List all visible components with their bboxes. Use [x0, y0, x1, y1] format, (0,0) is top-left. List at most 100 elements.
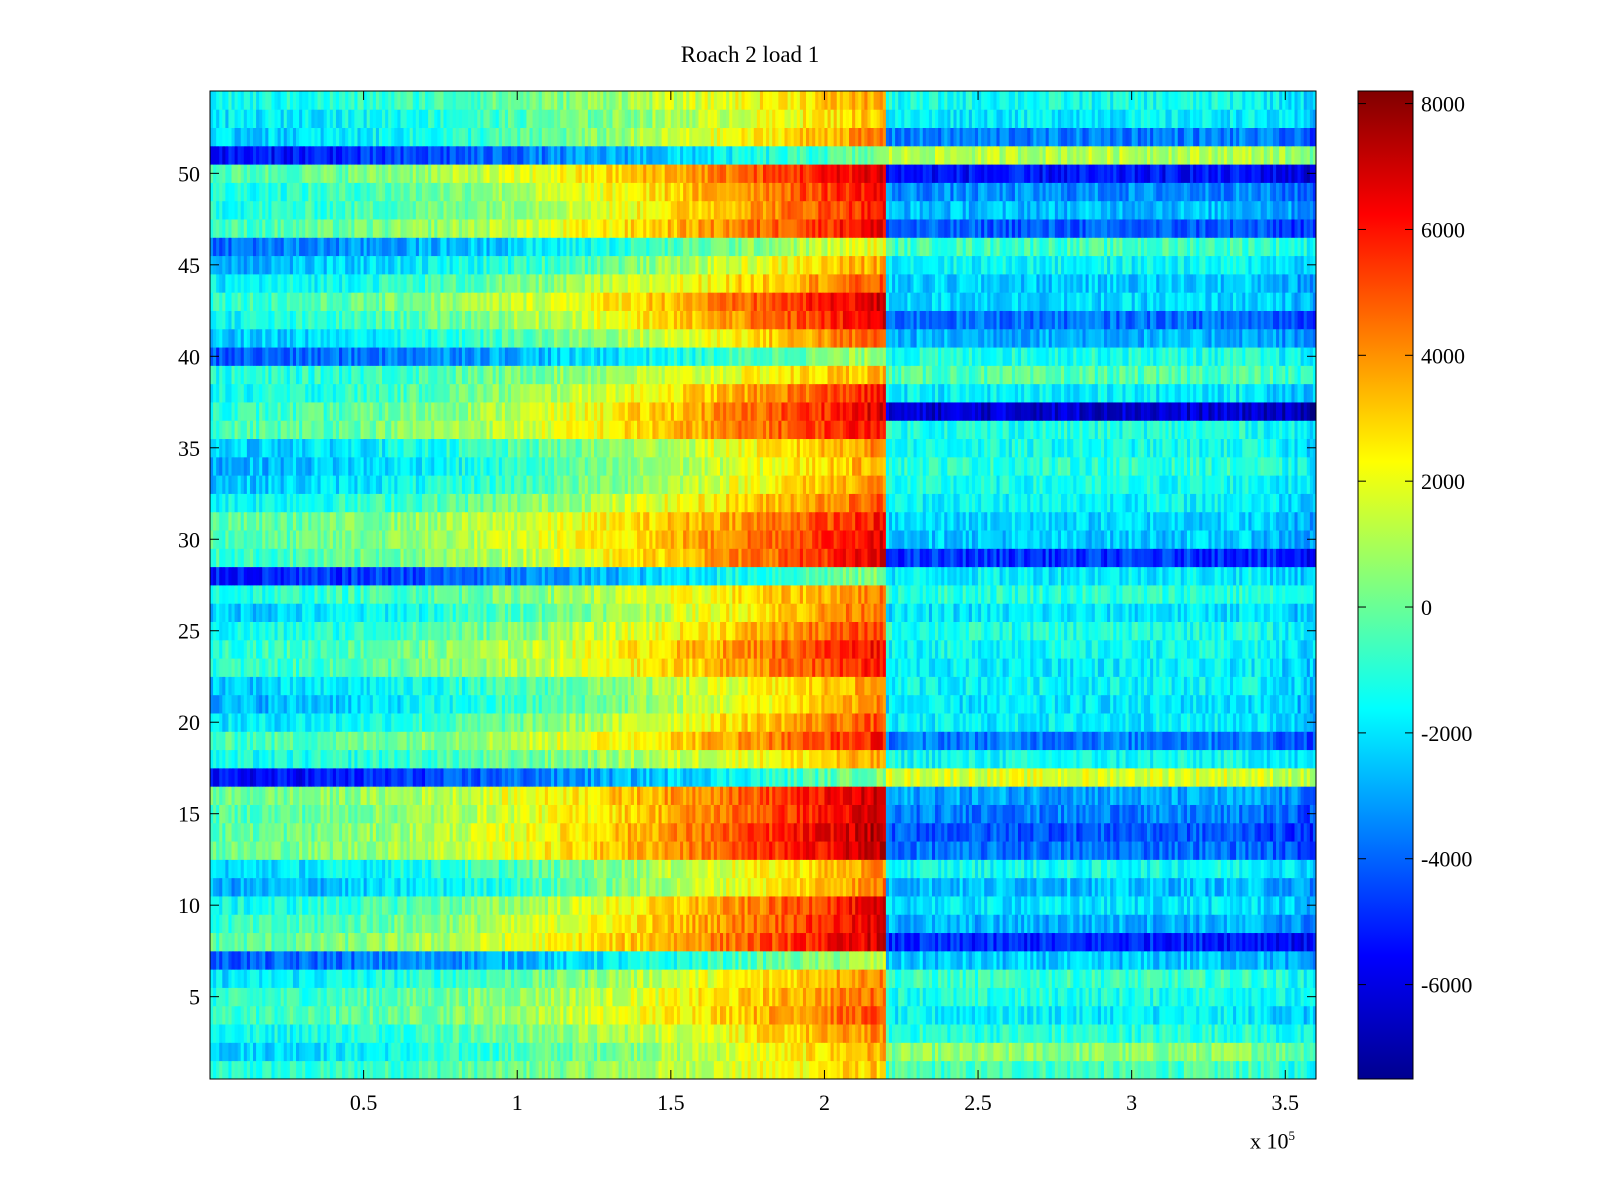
- heatmap-cell: [969, 914, 972, 933]
- heatmap-cell: [1070, 933, 1073, 952]
- heatmap-cell: [1006, 914, 1009, 933]
- heatmap-cell: [1261, 1024, 1264, 1043]
- heatmap-cell: [655, 859, 658, 878]
- heatmap-cell: [447, 988, 450, 1007]
- heatmap-cell: [1233, 1024, 1236, 1043]
- heatmap-cell: [453, 823, 456, 842]
- heatmap-cell: [474, 914, 477, 933]
- heatmap-cell: [560, 933, 563, 952]
- heatmap-cell: [935, 951, 938, 970]
- heatmap-cell: [1230, 1006, 1233, 1025]
- heatmap-cell: [376, 1042, 379, 1061]
- heatmap-cell: [253, 933, 256, 952]
- heatmap-cell: [966, 859, 969, 878]
- heatmap-cell: [508, 1006, 511, 1025]
- heatmap-cell: [333, 951, 336, 970]
- heatmap-cell: [1245, 1006, 1248, 1025]
- heatmap-cell: [1273, 1061, 1276, 1080]
- heatmap-cell: [794, 1006, 797, 1025]
- heatmap-cell: [941, 823, 944, 842]
- heatmap-cell: [990, 969, 993, 988]
- heatmap-cell: [874, 859, 877, 878]
- heatmap-cell: [941, 914, 944, 933]
- heatmap-cell: [702, 1024, 705, 1043]
- heatmap-cell: [1135, 933, 1138, 952]
- heatmap-cell: [800, 823, 803, 842]
- heatmap-cell: [493, 1006, 496, 1025]
- heatmap-cell: [1006, 1061, 1009, 1080]
- heatmap-cell: [778, 951, 781, 970]
- heatmap-cell: [271, 859, 274, 878]
- heatmap-cell: [385, 823, 388, 842]
- heatmap-cell: [275, 1024, 278, 1043]
- heatmap-cell: [520, 988, 523, 1007]
- heatmap-cell: [1015, 1006, 1018, 1025]
- heatmap-cell: [923, 859, 926, 878]
- heatmap-cell: [1110, 969, 1113, 988]
- heatmap-cell: [904, 878, 907, 897]
- heatmap-cell: [944, 1006, 947, 1025]
- heatmap-cell: [751, 1042, 754, 1061]
- heatmap-cell: [788, 914, 791, 933]
- heatmap-cell: [566, 859, 569, 878]
- heatmap-cell: [563, 878, 566, 897]
- heatmap-cell: [1015, 896, 1018, 915]
- heatmap-cell: [508, 914, 511, 933]
- heatmap-cell: [1033, 896, 1036, 915]
- heatmap-cell: [425, 823, 428, 842]
- heatmap-cell: [834, 1024, 837, 1043]
- heatmap-cell: [225, 1042, 228, 1061]
- heatmap-cell: [726, 1006, 729, 1025]
- heatmap-cell: [929, 933, 932, 952]
- heatmap-cell: [520, 969, 523, 988]
- heatmap-cell: [361, 988, 364, 1007]
- heatmap-cell: [766, 841, 769, 860]
- heatmap-cell: [314, 1006, 317, 1025]
- heatmap-cell: [1202, 933, 1205, 952]
- heatmap-cell: [281, 896, 284, 915]
- heatmap-cell: [723, 1061, 726, 1080]
- heatmap-cell: [585, 951, 588, 970]
- heatmap-cell: [1012, 969, 1015, 988]
- heatmap-cell: [354, 878, 357, 897]
- heatmap-cell: [1101, 988, 1104, 1007]
- heatmap-cell: [271, 1024, 274, 1043]
- heatmap-cell: [1215, 878, 1218, 897]
- heatmap-cell: [1196, 859, 1199, 878]
- heatmap-cell: [665, 914, 668, 933]
- heatmap-cell: [1304, 859, 1307, 878]
- heatmap-cell: [763, 859, 766, 878]
- heatmap-cell: [1291, 1006, 1294, 1025]
- heatmap-cell: [342, 1042, 345, 1061]
- heatmap-cell: [809, 823, 812, 842]
- heatmap-cell: [551, 823, 554, 842]
- heatmap-cell: [1169, 951, 1172, 970]
- heatmap-cell: [413, 841, 416, 860]
- heatmap-cell: [287, 951, 290, 970]
- heatmap-cell: [1083, 878, 1086, 897]
- heatmap-cell: [318, 896, 321, 915]
- heatmap-cell: [637, 859, 640, 878]
- heatmap-cell: [760, 878, 763, 897]
- heatmap-cell: [864, 1024, 867, 1043]
- heatmap-cell: [754, 969, 757, 988]
- heatmap-cell: [794, 878, 797, 897]
- heatmap-cell: [990, 914, 993, 933]
- heatmap-cell: [1304, 951, 1307, 970]
- heatmap-cell: [1212, 878, 1215, 897]
- heatmap-cell: [901, 859, 904, 878]
- heatmap-cell: [938, 1024, 941, 1043]
- heatmap-cell: [1245, 914, 1248, 933]
- heatmap-cell: [533, 841, 536, 860]
- heatmap-cell: [1236, 1042, 1239, 1061]
- heatmap-cell: [1027, 951, 1030, 970]
- heatmap-cell: [333, 823, 336, 842]
- heatmap-cell: [953, 988, 956, 1007]
- heatmap-cell: [640, 933, 643, 952]
- heatmap-cell: [591, 1024, 594, 1043]
- heatmap-cell: [1156, 988, 1159, 1007]
- heatmap-cell: [1190, 1061, 1193, 1080]
- heatmap-cell: [606, 823, 609, 842]
- heatmap-cell: [910, 841, 913, 860]
- heatmap-cell: [1027, 1024, 1030, 1043]
